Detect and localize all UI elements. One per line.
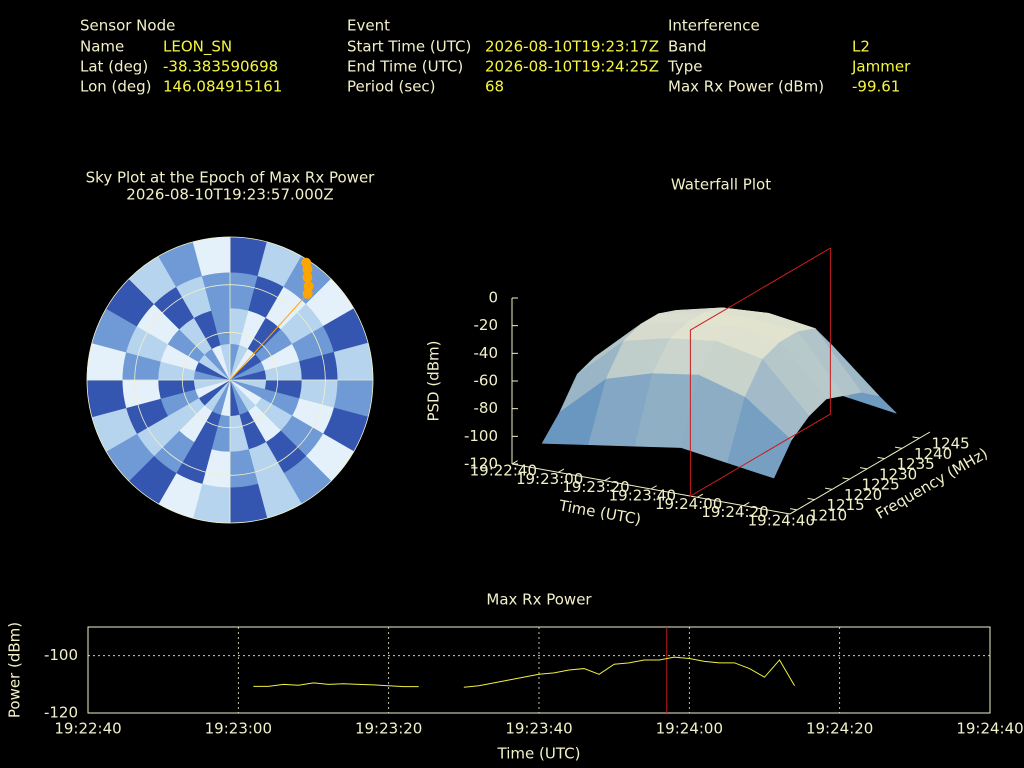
- x-axis-label: Time (UTC): [497, 745, 581, 763]
- y-axis: [789, 431, 931, 515]
- track-point: [302, 288, 313, 299]
- y-tick: [912, 436, 920, 439]
- y-tick: [842, 477, 850, 480]
- chart-title: Sky Plot at the Epoch of Max Rx Power: [86, 169, 376, 187]
- x-tick-label: 19:23:00: [516, 470, 583, 488]
- chart-title: Max Rx Power: [486, 591, 592, 609]
- x-tick-label: 19:23:00: [205, 720, 272, 738]
- x-tick: [743, 501, 750, 507]
- chart-subtitle: 2026-08-10T19:23:57.000Z: [126, 186, 333, 204]
- z-tick-label: -40: [474, 344, 499, 362]
- x-tick-label: 19:24:00: [656, 720, 723, 738]
- x-tick: [650, 485, 657, 490]
- track-point: [303, 281, 314, 292]
- track-point: [302, 272, 313, 283]
- field-value: 68: [485, 78, 504, 96]
- field-label: Lon (deg): [80, 78, 152, 96]
- field-label: Start Time (UTC): [347, 38, 471, 56]
- y-tick: [859, 467, 868, 470]
- field-label: End Time (UTC): [347, 58, 463, 76]
- x-tick-label: 19:23:20: [355, 720, 422, 738]
- header: Sensor Node Name LEON_SN Lat (deg) -38.3…: [80, 17, 911, 96]
- x-tick-label: 19:24:20: [701, 503, 768, 521]
- y-tick-label: 1240: [914, 445, 952, 463]
- surface-patch: [727, 396, 792, 479]
- y-tick-label: 1210: [809, 506, 847, 524]
- y-tick-label: 1215: [827, 496, 865, 514]
- x-tick-label: 19:22:40: [470, 462, 537, 480]
- z-tick-label: 0: [488, 289, 498, 307]
- plot-frame: [87, 626, 991, 714]
- z-tick-label: -120: [464, 455, 498, 473]
- field-label: Type: [667, 58, 702, 76]
- field-value: 2026-08-10T19:23:17Z: [485, 38, 659, 56]
- x-tick-label: 19:24:40: [748, 512, 815, 530]
- x-tick: [789, 510, 796, 515]
- field-label: Period (sec): [347, 78, 436, 96]
- section-title: Interference: [668, 17, 760, 35]
- y-tick: [789, 508, 798, 511]
- track-ray: [229, 293, 308, 381]
- field-label: Lat (deg): [80, 58, 148, 76]
- z-tick-label: -20: [474, 316, 499, 334]
- y-tick-label: -100: [44, 646, 78, 664]
- field-label: Max Rx Power (dBm): [668, 78, 824, 96]
- y-tick: [894, 446, 903, 449]
- y-tick: [807, 497, 815, 501]
- y-tick-label: 1235: [897, 455, 935, 473]
- epoch-plane: [689, 247, 831, 497]
- x-tick: [558, 468, 565, 473]
- x-tick-label: 19:22:40: [54, 720, 121, 738]
- y-tick-label: 1225: [862, 476, 900, 494]
- z-tick-label: -80: [474, 399, 499, 417]
- z-axis-label: PSD (dBm): [425, 340, 443, 421]
- z-tick-label: -60: [474, 372, 499, 390]
- y-tick-label: -120: [44, 704, 78, 722]
- field-value: 2026-08-10T19:24:25Z: [485, 58, 659, 76]
- field-value: 146.084915161: [163, 78, 282, 96]
- section-title: Sensor Node: [80, 17, 175, 35]
- y-axis-label: Power (dBm): [6, 622, 24, 718]
- track-point: [302, 264, 313, 275]
- y-tick-label: 1220: [844, 486, 882, 504]
- y-tick: [824, 487, 833, 490]
- field-label: Band: [668, 38, 707, 56]
- x-tick-label: 19:23:20: [562, 478, 629, 496]
- y-tick: [877, 456, 885, 460]
- x-tick-label: 19:23:40: [609, 487, 676, 505]
- power-line: [253, 656, 795, 688]
- y-tick-label: 1245: [932, 435, 970, 453]
- x-tick-label: 19:23:40: [505, 720, 572, 738]
- z-tick-label: -100: [464, 427, 498, 445]
- x-tick-label: 19:24:00: [655, 495, 722, 513]
- field-value: -99.61: [852, 78, 900, 96]
- x-tick: [511, 460, 518, 465]
- x-tick-label: 19:24:20: [806, 720, 873, 738]
- x-tick: [697, 493, 704, 498]
- field-value: -38.383590698: [163, 58, 278, 76]
- chart-title: Waterfall Plot: [671, 176, 771, 194]
- field-value: LEON_SN: [163, 38, 232, 57]
- y-tick-label: 1230: [879, 465, 917, 483]
- section-title: Event: [347, 17, 390, 35]
- field-value: L2: [852, 38, 870, 56]
- x-tick: [604, 476, 611, 482]
- field-label: Name: [80, 38, 124, 56]
- field-value: Jammer: [851, 58, 911, 76]
- x-tick-label: 19:24:40: [956, 720, 1023, 738]
